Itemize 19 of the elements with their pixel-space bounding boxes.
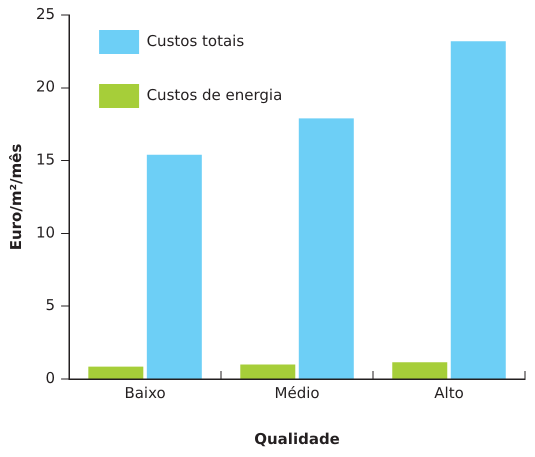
legend-label: Custos de energia [146, 86, 282, 104]
y-tick-label: 15 [36, 150, 56, 168]
bar [298, 118, 354, 378]
y-tick-label: 10 [36, 223, 56, 242]
x-tick-label: Baixo [124, 384, 166, 402]
x-tick-label: Alto [434, 384, 464, 402]
bar [146, 154, 202, 378]
bar [450, 41, 506, 378]
y-tick-label: 20 [36, 78, 56, 96]
legend-label: Custos totais [146, 32, 244, 50]
y-axis-title: Euro/m²/mês [6, 144, 25, 250]
y-tick-label: 5 [46, 296, 56, 314]
y-tick-label: 0 [46, 368, 56, 387]
bar [88, 366, 144, 378]
x-axis-title: Qualidade [254, 430, 340, 448]
bar [240, 364, 296, 378]
y-tick-label: 25 [36, 4, 56, 23]
bar [392, 362, 448, 378]
x-tick-label: Médio [274, 384, 320, 402]
